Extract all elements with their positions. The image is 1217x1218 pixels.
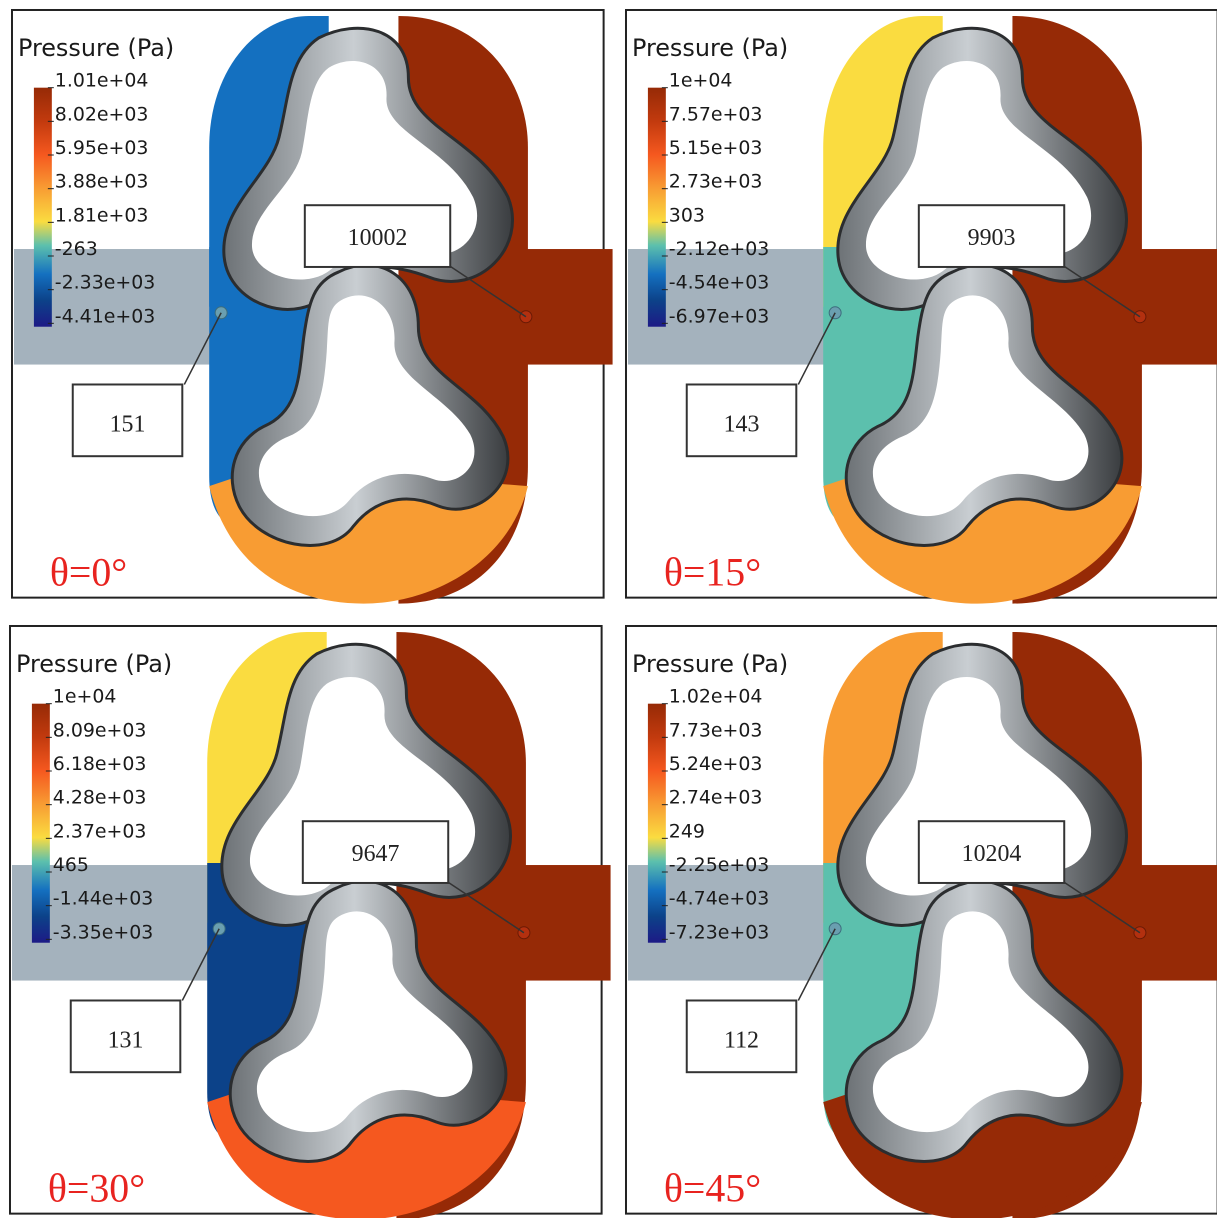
legend-tick-label: -1.44e+03 <box>53 888 153 910</box>
legend-labels: 1e+04 7.57e+03 5.15e+03 2.73e+03 303 -2.12e+0… <box>661 70 769 327</box>
rotation-angle-label: θ=0° <box>50 550 127 595</box>
contour-panel-2: 143 9903 Pressure (Pa) 1e+04 7.57e+03 5.15… <box>624 8 1217 604</box>
legend-tick-label: 7.73e+03 <box>669 719 763 741</box>
right-probe-value: 10204 <box>962 841 1022 867</box>
legend-colorbar <box>647 703 666 943</box>
right-probe-value: 9903 <box>968 225 1016 251</box>
callout-box-right <box>917 820 1066 884</box>
left-probe-value: 151 <box>110 411 146 437</box>
callout-leader-right <box>447 264 527 318</box>
contour-panel-3: 131 9647 Pressure (Pa) 1e+04 8.09e+03 6.18… <box>8 624 611 1218</box>
outlet-pipe <box>520 865 611 981</box>
outlet-pipe <box>1136 865 1217 981</box>
left-probe-value: 112 <box>724 1027 759 1053</box>
legend-tick-label: 8.02e+03 <box>55 103 149 125</box>
legend-tick-label: 2.74e+03 <box>669 787 763 809</box>
lower-rotor <box>228 879 508 1163</box>
rotation-angle-label: θ=30° <box>48 1166 145 1211</box>
callout-box-left <box>685 383 798 458</box>
contour-panel-4: 112 10204 Pressure (Pa) 1.02e+04 7.73e+03… <box>624 624 1217 1218</box>
lower-rotor <box>844 879 1124 1163</box>
callout-box-left <box>71 383 184 458</box>
legend-labels: 1.01e+04 8.02e+03 5.95e+03 3.88e+03 1.81e+03… <box>47 70 155 327</box>
callout-box-right <box>303 204 452 268</box>
callout-box-left <box>685 999 798 1074</box>
legend-tick-label: -4.41e+03 <box>55 305 155 327</box>
legend-tick-label: -263 <box>55 238 98 260</box>
legend-tick-label: 249 <box>669 820 705 842</box>
legend-tick-label: 2.37e+03 <box>53 820 147 842</box>
outlet-pipe <box>522 249 613 365</box>
outlet-pipe <box>1136 249 1217 365</box>
left-probe-value: 131 <box>108 1027 144 1053</box>
callout-leader-left <box>181 928 220 1001</box>
legend-tick-label: 1.02e+04 <box>669 686 763 708</box>
legend-tick-label: 1.01e+04 <box>55 70 149 92</box>
legend-title: Pressure (Pa) <box>632 650 788 678</box>
callout-leader-right <box>1061 880 1141 934</box>
callout-box-right <box>301 820 450 884</box>
legend-tick-label: 6.18e+03 <box>53 753 147 775</box>
legend-tick-label: -7.23e+03 <box>669 921 769 943</box>
legend-tick-label: -4.74e+03 <box>669 888 769 910</box>
rotation-angle-label: θ=15° <box>664 550 761 595</box>
rotation-angle-label: θ=45° <box>664 1166 761 1211</box>
callout-leader-left <box>183 312 222 385</box>
lower-rotor <box>230 263 510 547</box>
callout-box-left <box>69 999 182 1074</box>
legend-tick-label: 465 <box>53 854 89 876</box>
callout-leader-right <box>1061 264 1141 318</box>
legend-tick-label: 1e+04 <box>669 70 733 92</box>
legend-tick-label: 8.09e+03 <box>53 719 147 741</box>
legend-tick-label: 5.24e+03 <box>669 753 763 775</box>
legend-tick-label: 1e+04 <box>53 686 117 708</box>
lower-rotor <box>844 263 1124 547</box>
legend-colorbar <box>31 703 50 943</box>
legend-tick-label: 1.81e+03 <box>55 204 149 226</box>
legend-tick-label: -3.35e+03 <box>53 921 153 943</box>
legend-title: Pressure (Pa) <box>632 34 788 62</box>
contour-panel-1: 151 10002 Pressure (Pa) 1.01e+04 8.02e+03… <box>10 8 613 604</box>
legend-tick-label: 7.57e+03 <box>669 103 763 125</box>
legend-tick-label: -4.54e+03 <box>669 272 769 294</box>
legend-tick-label: -2.33e+03 <box>55 272 155 294</box>
callout-leader-left <box>797 928 836 1001</box>
legend-labels: 1e+04 8.09e+03 6.18e+03 4.28e+03 2.37e+03 465… <box>45 686 153 943</box>
callout-leader-left <box>797 312 836 385</box>
legend-tick-label: 303 <box>669 204 705 226</box>
right-probe-value: 9647 <box>352 841 400 867</box>
right-probe-value: 10002 <box>348 225 408 251</box>
legend-tick-label: -6.97e+03 <box>669 305 769 327</box>
legend-title: Pressure (Pa) <box>16 650 172 678</box>
legend-colorbar <box>647 87 666 327</box>
legend-tick-label: 3.88e+03 <box>55 171 149 193</box>
callout-leader-right <box>445 880 525 934</box>
callout-box-right <box>917 204 1066 268</box>
legend-tick-label: 5.95e+03 <box>55 137 149 159</box>
legend-tick-label: 4.28e+03 <box>53 787 147 809</box>
legend-colorbar <box>33 87 52 327</box>
legend-title: Pressure (Pa) <box>18 34 174 62</box>
left-probe-value: 143 <box>724 411 760 437</box>
legend-tick-label: 2.73e+03 <box>669 171 763 193</box>
legend-tick-label: 5.15e+03 <box>669 137 763 159</box>
legend-tick-label: -2.12e+03 <box>669 238 769 260</box>
legend-tick-label: -2.25e+03 <box>669 854 769 876</box>
legend-labels: 1.02e+04 7.73e+03 5.24e+03 2.74e+03 249 -2.25… <box>661 686 769 943</box>
